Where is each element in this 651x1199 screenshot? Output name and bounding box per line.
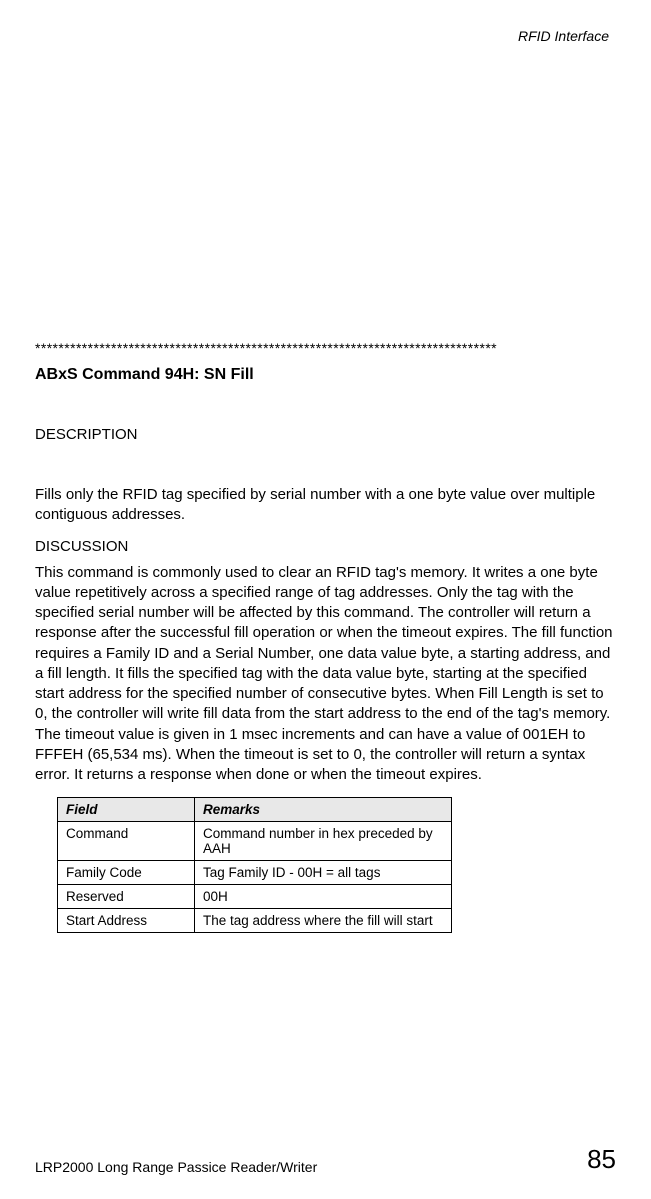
field-table: Field Remarks Command Command number in … [57,797,452,933]
discussion-heading: DISCUSSION [35,538,616,555]
table-row: Start Address The tag address where the … [58,909,452,933]
table-row: Reserved 00H [58,885,452,909]
table-row: Command Command number in hex preceded b… [58,822,452,861]
header-right: RFID Interface [518,28,609,44]
page-number: 85 [587,1144,616,1175]
footer: LRP2000 Long Range Passice Reader/Writer… [35,1144,616,1175]
page: RFID Interface *************************… [0,0,651,1199]
separator-line: ****************************************… [35,340,616,356]
table-cell-field: Reserved [58,885,195,909]
description-heading: DESCRIPTION [35,426,616,443]
footer-text: LRP2000 Long Range Passice Reader/Writer [35,1159,317,1175]
discussion-body: This command is commonly used to clear a… [35,563,616,786]
table-cell-remarks: Command number in hex preceded by AAH [195,822,452,861]
table-cell-remarks: The tag address where the fill will star… [195,909,452,933]
table-header-remarks: Remarks [195,798,452,822]
table-cell-field: Command [58,822,195,861]
content-area: ****************************************… [35,340,616,933]
table-cell-field: Family Code [58,861,195,885]
section-title: ABxS Command 94H: SN Fill [35,366,616,384]
table-cell-field: Start Address [58,909,195,933]
table-cell-remarks: Tag Family ID - 00H = all tags [195,861,452,885]
table-header-row: Field Remarks [58,798,452,822]
description-body: Fills only the RFID tag specified by ser… [35,485,616,526]
table-header-field: Field [58,798,195,822]
table-cell-remarks: 00H [195,885,452,909]
table-row: Family Code Tag Family ID - 00H = all ta… [58,861,452,885]
